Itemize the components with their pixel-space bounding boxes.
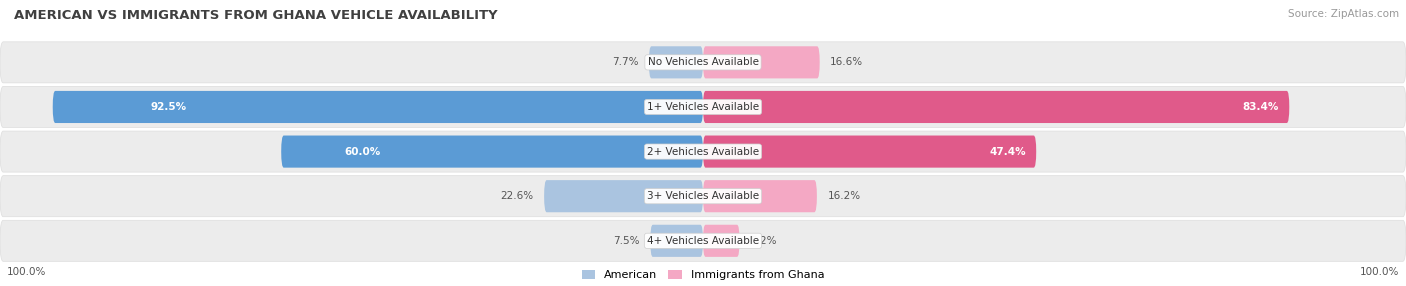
Text: Source: ZipAtlas.com: Source: ZipAtlas.com [1288, 9, 1399, 19]
Text: 5.2%: 5.2% [751, 236, 776, 246]
Text: 4+ Vehicles Available: 4+ Vehicles Available [647, 236, 759, 246]
Text: 47.4%: 47.4% [988, 147, 1026, 156]
Text: 7.5%: 7.5% [613, 236, 640, 246]
FancyBboxPatch shape [650, 225, 703, 257]
Text: 1+ Vehicles Available: 1+ Vehicles Available [647, 102, 759, 112]
Legend: American, Immigrants from Ghana: American, Immigrants from Ghana [582, 270, 824, 281]
Text: 83.4%: 83.4% [1243, 102, 1279, 112]
Text: 2+ Vehicles Available: 2+ Vehicles Available [647, 147, 759, 156]
Text: 3+ Vehicles Available: 3+ Vehicles Available [647, 191, 759, 201]
Text: AMERICAN VS IMMIGRANTS FROM GHANA VEHICLE AVAILABILITY: AMERICAN VS IMMIGRANTS FROM GHANA VEHICL… [14, 9, 498, 21]
Text: 60.0%: 60.0% [344, 147, 381, 156]
FancyBboxPatch shape [703, 225, 740, 257]
Text: 100.0%: 100.0% [7, 267, 46, 277]
Text: 100.0%: 100.0% [1360, 267, 1399, 277]
FancyBboxPatch shape [703, 136, 1036, 168]
FancyBboxPatch shape [0, 176, 1406, 217]
FancyBboxPatch shape [703, 180, 817, 212]
FancyBboxPatch shape [53, 91, 703, 123]
Text: 22.6%: 22.6% [501, 191, 534, 201]
Text: 16.2%: 16.2% [827, 191, 860, 201]
FancyBboxPatch shape [544, 180, 703, 212]
Text: No Vehicles Available: No Vehicles Available [648, 57, 758, 67]
FancyBboxPatch shape [281, 136, 703, 168]
FancyBboxPatch shape [0, 131, 1406, 172]
FancyBboxPatch shape [703, 91, 1289, 123]
FancyBboxPatch shape [0, 86, 1406, 128]
Text: 92.5%: 92.5% [150, 102, 187, 112]
Text: 7.7%: 7.7% [612, 57, 638, 67]
FancyBboxPatch shape [0, 220, 1406, 261]
FancyBboxPatch shape [703, 46, 820, 78]
Text: 16.6%: 16.6% [830, 57, 863, 67]
FancyBboxPatch shape [0, 42, 1406, 83]
FancyBboxPatch shape [650, 46, 703, 78]
